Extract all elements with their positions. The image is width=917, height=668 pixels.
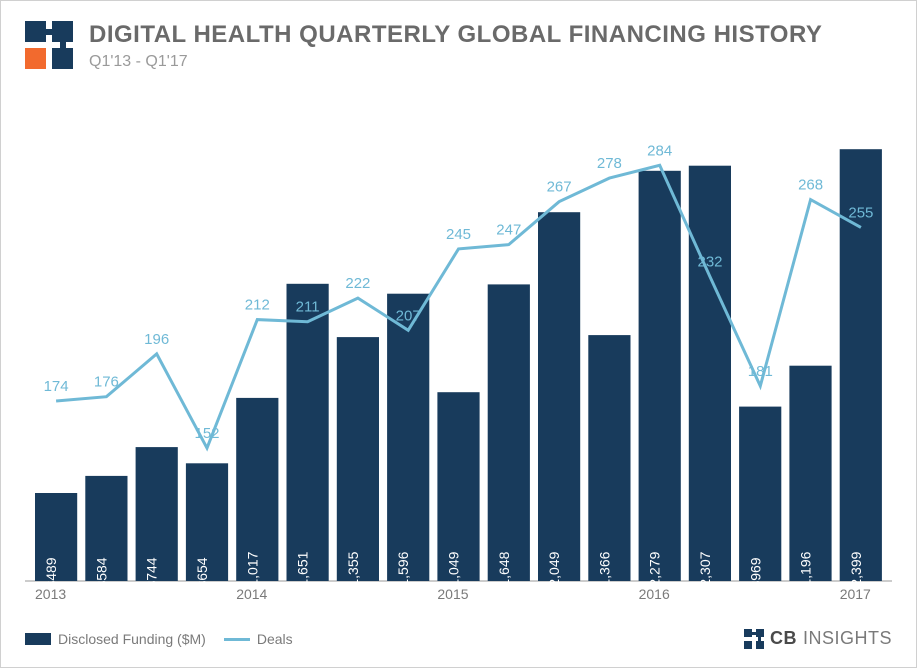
bar-label: $654 bbox=[194, 557, 210, 588]
deals-label: 245 bbox=[446, 226, 471, 243]
brand-footer: CB INSIGHTS bbox=[744, 628, 892, 649]
bar bbox=[538, 212, 580, 581]
bar-label: $1,196 bbox=[798, 551, 814, 594]
legend-label-deals: Deals bbox=[257, 631, 293, 647]
bar bbox=[639, 171, 681, 581]
bar-label: $1,596 bbox=[395, 551, 411, 594]
chart-header: DIGITAL HEALTH QUARTERLY GLOBAL FINANCIN… bbox=[1, 1, 916, 79]
deals-label: 268 bbox=[798, 177, 823, 194]
bar-label: $2,307 bbox=[697, 551, 713, 594]
x-axis-year: 2015 bbox=[437, 586, 468, 602]
bar bbox=[488, 284, 530, 581]
chart-area: $4892013$584$744$654$1,0172014$1,651$1,3… bbox=[25, 111, 892, 603]
x-axis-year: 2017 bbox=[840, 586, 871, 602]
chart-subtitle: Q1'13 - Q1'17 bbox=[89, 53, 892, 71]
bar-label: $744 bbox=[144, 557, 160, 588]
bar-label: $969 bbox=[747, 557, 763, 588]
chart-title: DIGITAL HEALTH QUARTERLY GLOBAL FINANCIN… bbox=[89, 21, 892, 49]
deals-label: 211 bbox=[296, 299, 320, 316]
deals-label: 176 bbox=[94, 374, 119, 391]
x-axis-year: 2016 bbox=[639, 586, 670, 602]
legend-label-funding: Disclosed Funding ($M) bbox=[58, 631, 206, 647]
legend-item-deals: Deals bbox=[224, 631, 293, 647]
chart-legend: Disclosed Funding ($M) Deals bbox=[25, 631, 293, 647]
bar-label: $1,648 bbox=[496, 551, 512, 594]
bar-label: $1,355 bbox=[345, 551, 361, 594]
deals-label: 174 bbox=[44, 378, 69, 395]
bar-label: $2,049 bbox=[546, 551, 562, 594]
bar-label: $489 bbox=[43, 557, 59, 588]
deals-label: 284 bbox=[647, 142, 672, 159]
deals-label: 152 bbox=[194, 425, 219, 442]
x-axis-year: 2014 bbox=[236, 586, 267, 602]
deals-label: 207 bbox=[396, 307, 421, 324]
combo-chart: $4892013$584$744$654$1,0172014$1,651$1,3… bbox=[25, 111, 892, 603]
deals-label: 212 bbox=[245, 297, 270, 314]
bar bbox=[387, 294, 429, 581]
brand-bold: CB bbox=[770, 628, 797, 649]
brand-logo-icon bbox=[744, 629, 764, 649]
legend-swatch-bar bbox=[25, 633, 51, 645]
brand-light: INSIGHTS bbox=[803, 628, 892, 649]
bar bbox=[287, 284, 329, 581]
bar-label: $584 bbox=[93, 557, 109, 588]
bar bbox=[739, 407, 781, 581]
deals-label: 222 bbox=[345, 275, 370, 292]
bar bbox=[789, 366, 831, 581]
x-axis-year: 2013 bbox=[35, 586, 66, 602]
bar-label: $1,366 bbox=[596, 551, 612, 594]
bar bbox=[689, 166, 731, 581]
deals-label: 267 bbox=[547, 179, 572, 196]
deals-label: 278 bbox=[597, 155, 622, 172]
deals-label: 247 bbox=[496, 222, 521, 239]
legend-item-funding: Disclosed Funding ($M) bbox=[25, 631, 206, 647]
bar-label: $1,651 bbox=[295, 551, 311, 594]
bar bbox=[337, 337, 379, 581]
deals-label: 255 bbox=[848, 204, 873, 221]
deals-label: 181 bbox=[748, 363, 773, 380]
deals-label: 232 bbox=[697, 254, 722, 271]
deals-label: 196 bbox=[144, 331, 169, 348]
cbi-logo-icon bbox=[25, 21, 73, 69]
legend-swatch-line bbox=[224, 638, 250, 641]
titles-block: DIGITAL HEALTH QUARTERLY GLOBAL FINANCIN… bbox=[89, 21, 892, 71]
bar bbox=[588, 335, 630, 581]
